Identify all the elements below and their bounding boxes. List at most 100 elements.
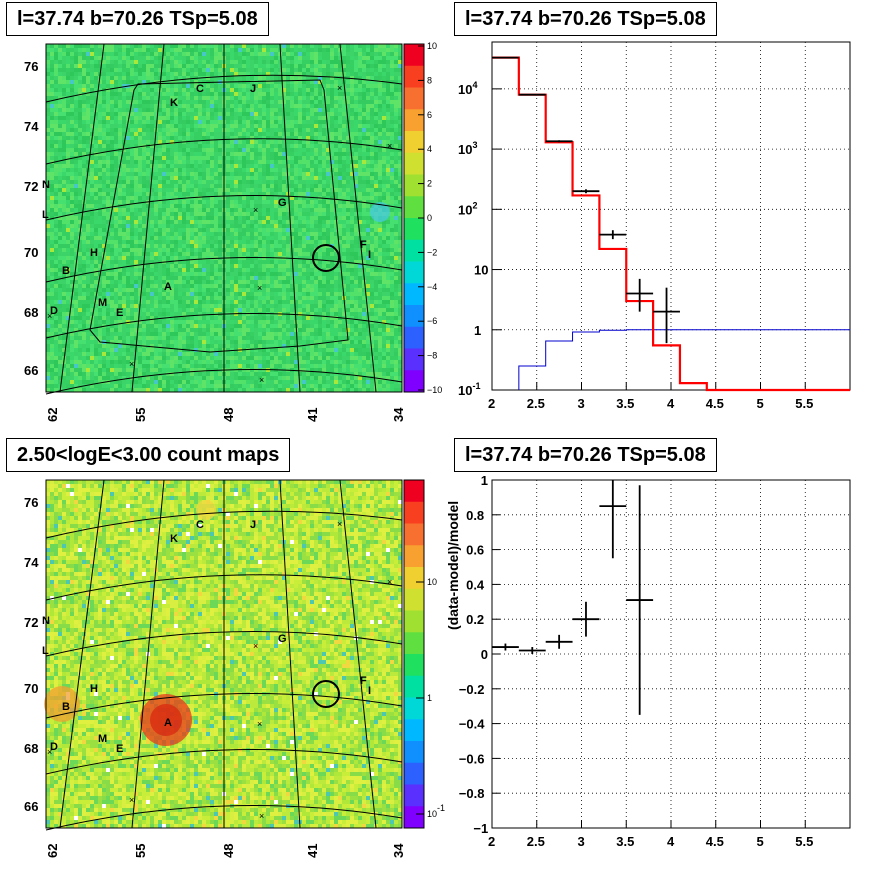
residuals-y-tick-label: −1: [473, 821, 488, 836]
spectrum-x-tick-label: 5: [757, 396, 764, 411]
map-x-tick-label: 41: [305, 408, 320, 422]
spectrum-y-tick-label: 10: [474, 263, 488, 278]
longitude-line: [131, 43, 165, 393]
target-circle: [312, 244, 340, 272]
longitude-line: [131, 479, 165, 829]
map-y-tick-label: 72: [24, 615, 38, 630]
residuals-x-tick-label: 4: [667, 834, 675, 849]
roi-boundary: [89, 79, 349, 353]
residuals-y-tick-label: 0: [481, 647, 488, 662]
colorbar-tick-label: −2: [427, 247, 437, 257]
spectrum-y-tick-label: 1: [474, 323, 481, 338]
map-pixels: [46, 44, 402, 392]
residuals-y-tick-label: 0.6: [466, 543, 484, 558]
colorbar-tick-label: −6: [427, 316, 437, 326]
source-label-A: A: [164, 717, 172, 729]
source-label-I: I: [368, 249, 371, 261]
residual-point: [545, 634, 573, 649]
residuals-frame: [491, 479, 851, 829]
catalog-marker: ×: [47, 747, 52, 757]
longitude-line: [339, 43, 377, 393]
colorbar-cell: [404, 567, 424, 590]
source-label-B: B: [62, 701, 70, 713]
spectrum-y-tick-label: 104: [458, 80, 477, 97]
map-y-tick-label: 70: [24, 681, 38, 696]
longitude-line: [339, 479, 377, 829]
data-point: [626, 278, 654, 312]
longitude-line: [59, 43, 105, 393]
residuals-title: l=37.74 b=70.26 TSp=5.08: [454, 438, 717, 472]
residuals-y-tick-label: 0.4: [466, 577, 485, 592]
residual-point: [626, 485, 654, 715]
residuals-y-tick-label: −0.8: [459, 786, 485, 801]
catalog-marker: ×: [337, 83, 342, 93]
catalog-marker: ×: [259, 375, 264, 385]
colorbar-cell: [404, 741, 424, 764]
colorbar-cell: [404, 762, 424, 785]
source-label-K: K: [170, 533, 178, 545]
residuals-y-tick-label: 0.2: [466, 612, 484, 627]
spectrum-x-tick-label: 3.5: [616, 396, 634, 411]
map-y-tick-label: 74: [24, 555, 39, 570]
source-label-F: F: [360, 675, 367, 687]
residuals-x-tick-label: 5: [757, 834, 764, 849]
component-model-line: [518, 329, 850, 390]
map-y-tick-label: 68: [24, 741, 38, 756]
map-x-tick-label: 34: [391, 407, 406, 422]
colorbar-cell: [404, 654, 424, 677]
map-x-tick-label: 48: [221, 844, 236, 858]
map-y-tick-label: 70: [24, 245, 38, 260]
catalog-marker: ×: [253, 205, 258, 215]
bright-source-3: [196, 500, 216, 520]
colorbar-tick-label: 10-1: [427, 803, 445, 819]
spectrum-x-tick-label: 5.5: [795, 396, 813, 411]
catalog-marker: ×: [259, 811, 264, 821]
longitude-line: [279, 43, 301, 393]
catalog-marker: ×: [387, 577, 392, 587]
data-point: [599, 230, 627, 240]
map-y-tick-label: 76: [24, 495, 38, 510]
map-x-tick-label: 48: [221, 408, 236, 422]
colorbar-tick-label: −4: [427, 282, 437, 292]
bright-source-1: [150, 704, 182, 736]
catalog-marker: ×: [253, 641, 258, 651]
map-y-tick-label: 66: [24, 363, 38, 378]
longitude-line: [59, 479, 105, 829]
longitude-line: [279, 479, 301, 829]
spectrum-x-tick-label: 2: [488, 396, 495, 411]
source-label-M: M: [98, 297, 107, 309]
catalog-marker: ×: [337, 519, 342, 529]
counts-spectrum-panel: 2 2.5 3 3.5 4 4.5 5 5.5 10-1 1 10 102 103 104: [458, 41, 851, 411]
residuals-y-tick-label: −0.4: [459, 717, 485, 732]
target-circle: [312, 680, 340, 708]
map-y-tick-label: 66: [24, 799, 38, 814]
residual-point: [492, 643, 519, 651]
colorbar-cell: [404, 523, 424, 546]
source-label-C: C: [196, 519, 204, 531]
source-label-C: C: [196, 83, 204, 95]
residuals-y-tick-label: −0.6: [459, 751, 485, 766]
source-label-F: F: [360, 239, 367, 251]
source-label-G: G: [278, 633, 287, 645]
residual-point: [518, 647, 546, 654]
colorbar-tick-label: 6: [427, 110, 432, 120]
colorbar-cell: [404, 152, 424, 175]
residuals-panel: 2 2.5 3 3.5 4 4.5 5 5.5 −1 −0.8 −0.6 −0.4 −0.2 0 0.2 0.…: [448, 473, 851, 849]
map-y-tick-label: 76: [24, 59, 38, 74]
residuals-x-tick-label: 3: [578, 834, 585, 849]
residuals-x-tick-label: 2: [488, 834, 495, 849]
colorbar-cell: [404, 370, 424, 393]
spectrum-title: l=37.74 b=70.26 TSp=5.08: [454, 2, 717, 36]
spectrum-x-tick-label: 4: [667, 396, 675, 411]
spectrum-x-tick-label: 3: [578, 396, 585, 411]
colorbar-cell: [404, 806, 424, 829]
map-x-tick-label: 62: [45, 844, 60, 858]
colorbar-cell: [404, 283, 424, 306]
colorbar-cell: [404, 87, 424, 110]
spectrum-frame: [491, 41, 851, 391]
colorbar-tick-label: 4: [427, 144, 432, 154]
map-y-tick-label: 72: [24, 179, 38, 194]
colorbar-tick-label: 10: [427, 577, 437, 587]
